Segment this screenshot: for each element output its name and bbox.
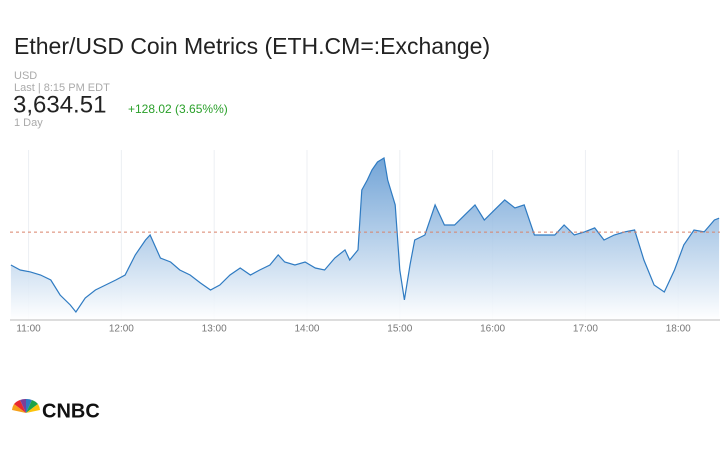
x-tick-label: 12:00 xyxy=(109,324,134,335)
x-tick-label: 18:00 xyxy=(666,324,691,335)
x-tick-label: 14:00 xyxy=(294,324,319,335)
currency: USD xyxy=(14,70,37,82)
plot: 11:00 12:00 13:00 14:00 15:00 16:00 17:00 18:00 xyxy=(10,150,720,335)
price-line xyxy=(10,157,720,314)
change: +128.02 (3.65%%) xyxy=(128,102,228,116)
x-tick-label: 16:00 xyxy=(480,324,505,335)
title: Ether/USD Coin Metrics (ETH.CM=:Exchange… xyxy=(14,33,490,59)
period: 1 Day xyxy=(14,117,43,129)
logo-peacock xyxy=(12,398,40,413)
price: 3,634.51 xyxy=(13,91,106,118)
x-tick-label: 17:00 xyxy=(573,324,598,335)
x-tick-label: 15:00 xyxy=(387,324,412,335)
area xyxy=(10,158,720,320)
x-tick-label: 11:00 xyxy=(16,324,41,335)
x-tick-label: 13:00 xyxy=(202,324,227,335)
logo-text: CNBC xyxy=(42,400,100,422)
last-time: Last | 8:15 PM EDT xyxy=(14,82,110,94)
